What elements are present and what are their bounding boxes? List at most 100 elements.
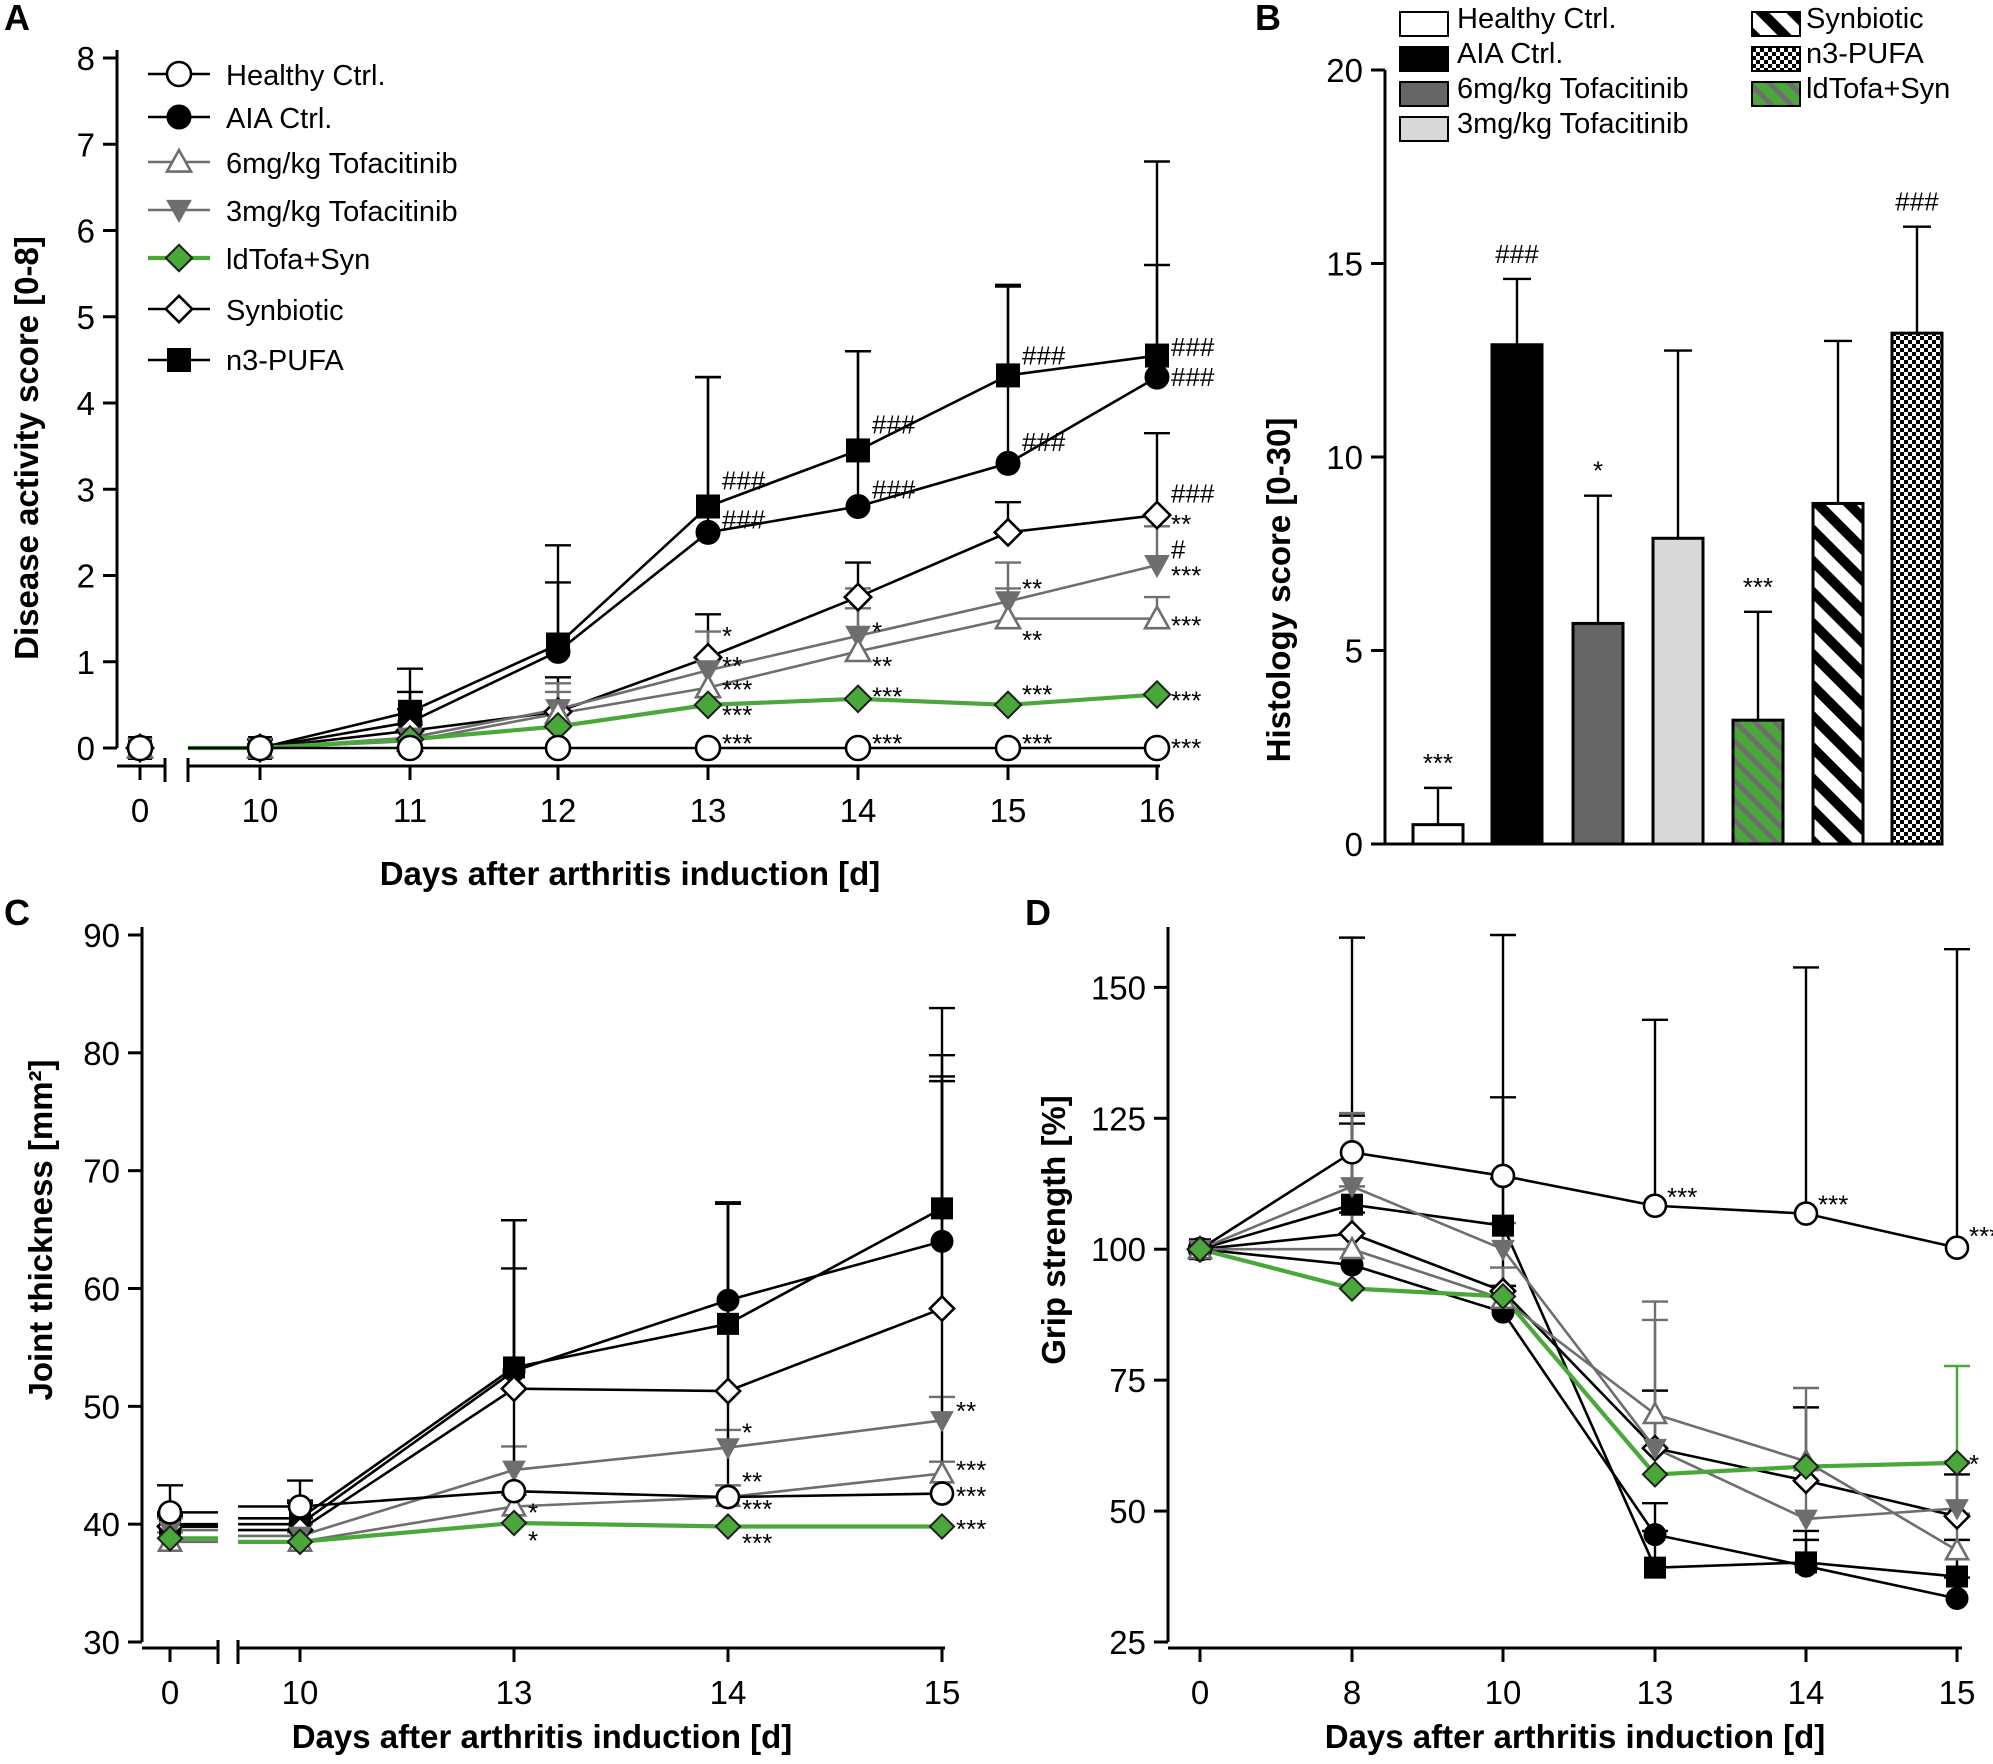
- legend-label-healthy-ctrl: Healthy Ctrl.: [226, 60, 386, 92]
- significance-annotation: ###: [1022, 341, 1066, 371]
- series-line-syn: [1199, 1232, 1958, 1518]
- data-point-hc: [396, 734, 424, 762]
- y-tick-label: 15: [1326, 246, 1363, 283]
- data-point-aia: [845, 494, 871, 519]
- significance-annotation: ***: [1667, 1182, 1697, 1212]
- bar-annotation: ***: [1423, 748, 1453, 778]
- significance-annotation: ***: [722, 700, 752, 730]
- significance-annotation: ***: [872, 681, 902, 711]
- data-point-ld: [714, 1513, 742, 1541]
- significance-annotation: ###: [1022, 427, 1066, 457]
- data-point-t3: [995, 591, 1021, 615]
- data-point-t3: [1643, 1438, 1667, 1461]
- legend-marker-n3: [167, 348, 191, 372]
- data-point-syn: [1141, 500, 1173, 531]
- data-point-hc: [715, 1484, 741, 1510]
- x-tick-label: 14: [1788, 1674, 1825, 1711]
- panel-a-legend: Healthy Ctrl. AIA Ctrl. 6mg/kg Tofacitin…: [226, 60, 458, 377]
- data-point-hc: [501, 1478, 527, 1504]
- significance-annotation: ***: [1022, 680, 1052, 710]
- x-tick-label: 13: [1637, 1674, 1674, 1711]
- y-tick-label: 7: [77, 126, 95, 163]
- significance-annotation: ***: [1171, 686, 1201, 716]
- series-line-n3: [238, 1207, 943, 1520]
- data-point-aia: [716, 1288, 740, 1312]
- data-point-ld: [156, 1524, 184, 1552]
- data-point-hc: [1143, 734, 1171, 762]
- significance-annotation: ***: [1022, 729, 1052, 759]
- bar-annotation: ###: [1495, 239, 1539, 269]
- panel-label-a: A: [4, 0, 30, 38]
- significance-annotation: ***: [872, 729, 902, 759]
- bar-annotation: *: [1593, 456, 1603, 486]
- y-tick-label: 100: [1091, 1231, 1146, 1268]
- significance-annotation: ***: [1171, 611, 1201, 641]
- data-point-t6: [1338, 1235, 1366, 1260]
- panel-c-x-title: Days after arthritis induction [d]: [292, 1718, 793, 1755]
- panel-a-y-title: Disease activity score [0-8]: [8, 236, 45, 660]
- panel-c-y-title: Joint thickness [mm²]: [22, 1059, 59, 1400]
- data-point-n3: [1145, 343, 1169, 368]
- panel-b-legend: Healthy Ctrl. AIA Ctrl. 6mg/kg Tofacitin…: [1457, 3, 1950, 140]
- data-point-t6: [843, 636, 873, 663]
- data-point-n3: [1946, 1565, 1968, 1588]
- legend-b-label-3mg-tofacitinib: 3mg/kg Tofacitinib: [1457, 108, 1689, 140]
- bar-3: [1651, 536, 1705, 846]
- significance-annotation: ###: [722, 466, 766, 496]
- x-tick-label: 14: [840, 792, 877, 829]
- x-tick-label: 15: [1939, 1674, 1976, 1711]
- series-line-t6: [1200, 1247, 1958, 1552]
- significance-annotation: ***: [956, 1514, 986, 1544]
- data-point-n3: [717, 1312, 739, 1335]
- significance-annotation: ***: [1171, 733, 1201, 763]
- data-point-ld: [500, 1509, 528, 1537]
- data-point-hc: [1642, 1193, 1668, 1219]
- series-line-ld: [1199, 1247, 1958, 1477]
- series-line-n3: [1199, 1203, 1958, 1578]
- legend-marker-ld: [164, 243, 194, 273]
- bar-4: [1731, 718, 1785, 846]
- y-tick-label: 0: [1345, 826, 1363, 863]
- data-point-t3: [930, 1411, 954, 1433]
- y-tick-label: 150: [1091, 969, 1146, 1006]
- legend-swatch-lightgray: [1399, 116, 1449, 142]
- significance-annotation: ***: [1171, 561, 1201, 591]
- data-point-hc: [1490, 1163, 1516, 1189]
- y-tick-label: 80: [83, 1035, 120, 1072]
- y-tick-label: 25: [1109, 1624, 1146, 1661]
- panel-b-y-title: Histology score [0-30]: [1260, 418, 1297, 763]
- series-line-n3: [188, 354, 1158, 750]
- x-tick-label: 10: [282, 1674, 319, 1711]
- data-point-aia: [930, 1229, 954, 1253]
- panel-a-x-title: Days after arthritis induction [d]: [380, 855, 881, 892]
- panel-label-d: D: [1025, 892, 1051, 933]
- data-point-hc: [287, 1494, 313, 1519]
- significance-annotation: ***: [742, 1528, 772, 1558]
- series-line-hc: [1199, 1150, 1958, 1251]
- y-tick-label: 20: [1326, 52, 1363, 89]
- data-point-syn: [500, 1374, 528, 1403]
- legend-swatch-green-stripes: [1751, 81, 1801, 107]
- significance-annotation: ###: [1171, 332, 1215, 362]
- data-point-hc: [246, 734, 274, 762]
- y-tick-label: 10: [1326, 439, 1363, 476]
- data-point-aia: [545, 638, 571, 664]
- x-tick-label: 12: [540, 792, 577, 829]
- significance-annotation: ###: [722, 504, 766, 534]
- significance-annotation: ###: [1171, 362, 1215, 392]
- data-point-aia: [1144, 364, 1170, 390]
- y-tick-label: 50: [1109, 1493, 1146, 1530]
- significance-annotation: **: [956, 1396, 976, 1426]
- data-point-hc: [544, 734, 572, 762]
- x-tick-label: 13: [496, 1674, 533, 1711]
- significance-annotation: ***: [722, 674, 752, 704]
- data-point-hc: [1793, 1201, 1819, 1226]
- significance-annotation: ***: [956, 1455, 986, 1485]
- data-point-n3: [846, 438, 870, 463]
- y-tick-label: 60: [83, 1271, 120, 1308]
- y-tick-label: 0: [77, 730, 95, 767]
- data-point-syn: [1792, 1466, 1820, 1495]
- data-point-hc: [126, 734, 154, 762]
- y-tick-label: 6: [77, 213, 95, 250]
